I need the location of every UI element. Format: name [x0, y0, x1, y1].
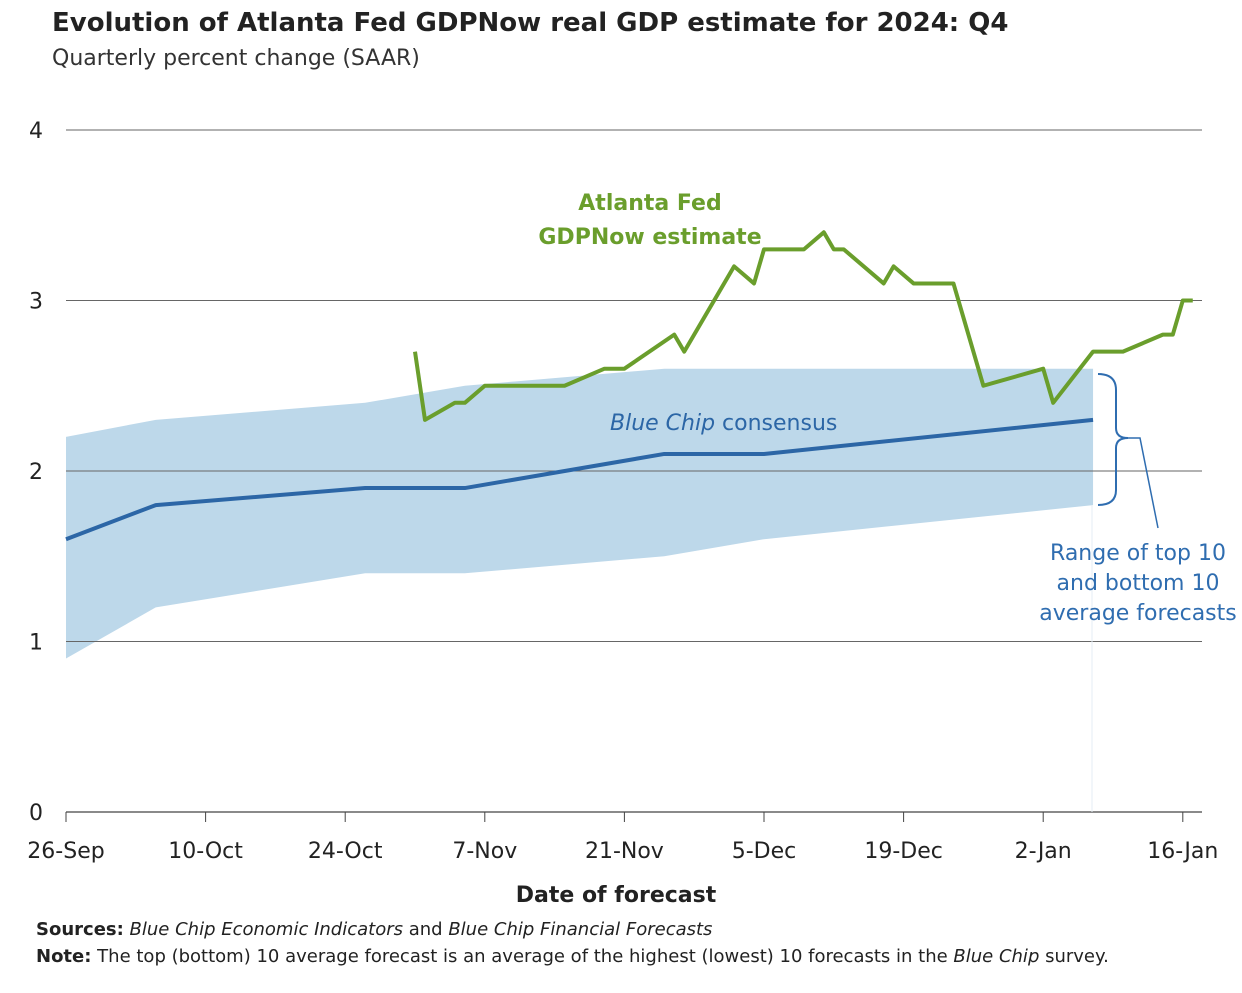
y-tick-label: 2 — [29, 460, 43, 485]
x-axis-title: Date of forecast — [516, 883, 717, 908]
range-bracket — [1097, 373, 1129, 506]
consensus-label: Blue Chip consensus — [610, 411, 837, 436]
y-tick-label: 4 — [29, 119, 43, 144]
y-tick-label: 3 — [29, 290, 43, 315]
gdpnow-line — [413, 230, 1193, 422]
range-annotation-line: Range of top 10 — [1050, 541, 1226, 566]
x-tick-label: 5-Dec — [732, 839, 797, 864]
note-end: survey. — [1039, 946, 1109, 967]
sources-line: Sources: Blue Chip Economic Indicators a… — [36, 916, 1136, 943]
gdpnow-label-line1: Atlanta Fed — [578, 191, 721, 216]
sources-and: and — [403, 919, 449, 940]
sources-label: Sources: — [36, 919, 124, 940]
y-tick-label: 1 — [29, 631, 43, 656]
chart-subtitle: Quarterly percent change (SAAR) — [52, 46, 420, 71]
note-italic: Blue Chip — [953, 946, 1040, 967]
note-line: Note: The top (bottom) 10 average foreca… — [36, 943, 1136, 970]
source-2: Blue Chip Financial Forecasts — [448, 919, 713, 940]
footer-notes: Sources: Blue Chip Economic Indicators a… — [36, 916, 1136, 970]
x-tick-label: 7-Nov — [452, 839, 517, 864]
range-annotation-line: and bottom 10 — [1057, 571, 1220, 596]
source-1: Blue Chip Economic Indicators — [129, 919, 404, 940]
x-tick-label: 2-Jan — [1015, 839, 1072, 864]
x-tick-label: 26-Sep — [27, 839, 104, 864]
x-tick-label: 10-Oct — [168, 839, 243, 864]
consensus-label-italic: Blue Chip — [610, 411, 715, 436]
note-label: Note: — [36, 946, 92, 967]
chart-title: Evolution of Atlanta Fed GDPNow real GDP… — [52, 8, 1009, 38]
forecast-range-band — [66, 368, 1094, 659]
note-text: The top (bottom) 10 average forecast is … — [91, 946, 954, 967]
x-tick-label: 19-Dec — [864, 839, 943, 864]
gdpnow-label-line2: GDPNow estimate — [538, 225, 761, 250]
annotation-leader-line — [1128, 437, 1159, 529]
consensus-label-rest: consensus — [715, 411, 837, 436]
x-tick-label: 16-Jan — [1147, 839, 1218, 864]
x-tick-label: 24-Oct — [308, 839, 383, 864]
y-tick-label: 0 — [29, 801, 43, 826]
range-annotation-line: average forecasts — [1039, 601, 1236, 626]
x-tick-label: 21-Nov — [585, 839, 664, 864]
blue-chip-consensus-line — [65, 417, 1094, 542]
